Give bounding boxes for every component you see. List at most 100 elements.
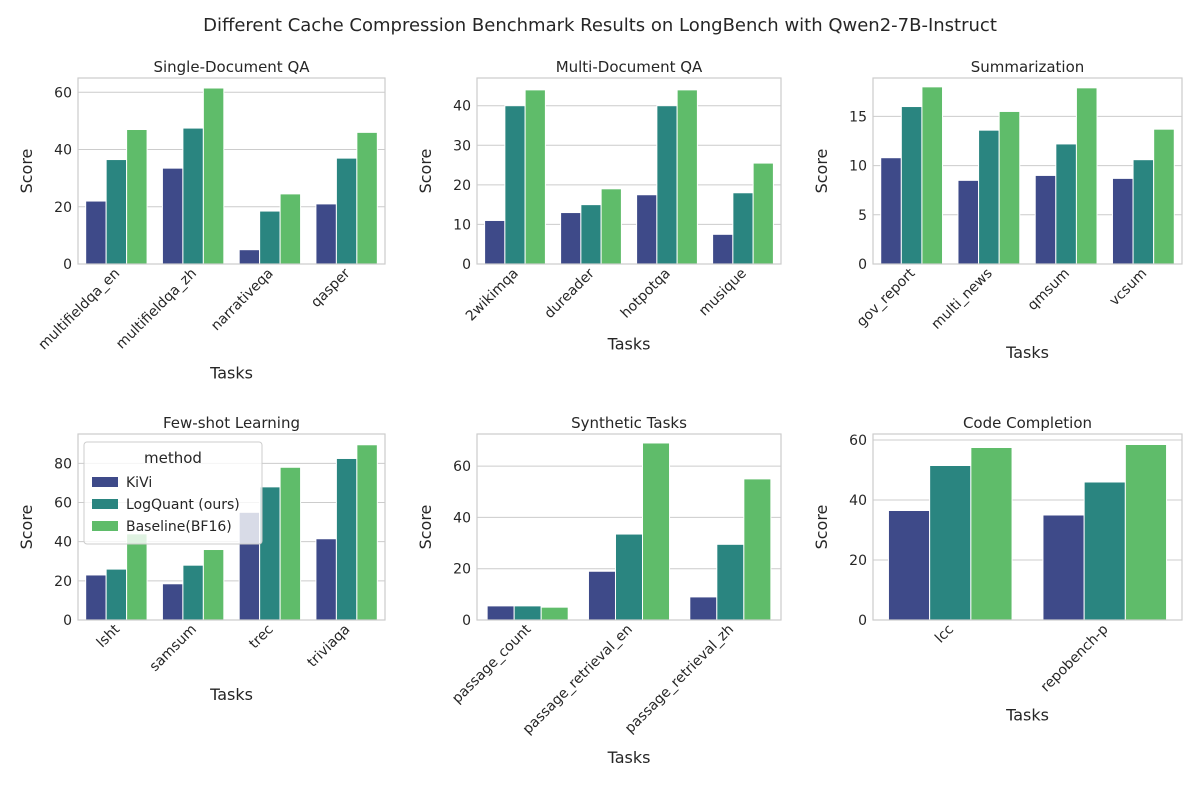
- x-tick-label: vcsum: [1107, 266, 1151, 310]
- y-tick-label: 5: [858, 208, 867, 224]
- y-tick-label: 10: [453, 217, 471, 233]
- bar-kivi-triviaqa: [315, 538, 337, 621]
- y-tick-label: 60: [849, 433, 867, 449]
- bar-baseline-bf16-passage-retrieval-zh: [743, 478, 772, 621]
- bar-baseline-bf16-gov-report: [921, 86, 944, 265]
- bar-kivi-repobench-p: [1042, 514, 1085, 621]
- x-tick-label: musique: [696, 266, 750, 320]
- legend-swatch-logquant-ours: [92, 499, 118, 509]
- axes-frame: [872, 433, 1183, 621]
- bar-logquant-ours-narrativeqa: [259, 210, 281, 265]
- panel-title: Few-shot Learning: [163, 414, 300, 432]
- y-axis-label: Score: [416, 505, 435, 550]
- y-tick-label: 0: [858, 613, 867, 629]
- y-tick-label: 40: [453, 510, 471, 526]
- bar-kivi-passage-count: [486, 605, 515, 621]
- bar-kivi-narrativeqa: [238, 249, 261, 265]
- bar-baseline-bf16-multifieldqa-zh: [202, 87, 225, 265]
- bar-baseline-bf16-qasper: [356, 131, 378, 265]
- y-tick-label: 20: [54, 574, 72, 590]
- bar-kivi-lcc: [887, 510, 931, 621]
- legend-entry-kivi: KiVi: [126, 475, 152, 491]
- bar-kivi-musique: [712, 233, 734, 265]
- y-tick-label: 0: [462, 613, 471, 629]
- bar-logquant-ours-passage-retrieval-zh: [716, 543, 745, 621]
- bar-kivi-passage-retrieval-zh: [689, 596, 718, 621]
- bar-kivi-multifieldqa-en: [85, 200, 107, 265]
- bar-kivi-passage-retrieval-en: [587, 570, 616, 621]
- bar-baseline-bf16-passage-retrieval-en: [642, 442, 671, 621]
- bar-kivi-samsum: [161, 583, 184, 621]
- bar-logquant-ours-qasper: [335, 157, 358, 265]
- y-tick-label: 40: [453, 99, 471, 115]
- bar-logquant-ours-passage-count: [513, 605, 542, 621]
- y-tick-label: 15: [849, 109, 867, 125]
- x-tick-label: passage_count: [449, 621, 535, 707]
- bar-logquant-ours-triviaqa: [335, 457, 358, 621]
- x-tick-label: samsum: [147, 622, 200, 675]
- y-tick-label: 20: [849, 553, 867, 569]
- bar-kivi-qmsum: [1034, 174, 1057, 265]
- y-axis-label: Score: [17, 149, 36, 194]
- bar-kivi-gov-report: [880, 157, 902, 265]
- x-tick-label: lcc: [932, 622, 957, 647]
- y-tick-label: 0: [858, 257, 867, 273]
- panel-title: Synthetic Tasks: [571, 414, 687, 432]
- y-axis-label: Score: [812, 149, 831, 194]
- x-axis-label: Tasks: [1005, 343, 1049, 362]
- bar-logquant-ours-vcsum: [1132, 159, 1155, 265]
- bar-logquant-ours-lcc: [929, 465, 972, 621]
- legend-title: method: [144, 449, 202, 467]
- y-tick-label: 60: [453, 459, 471, 475]
- bar-baseline-bf16-hotpotqa: [676, 89, 698, 265]
- y-tick-label: 20: [54, 200, 72, 216]
- panel-few-shot-learning: 0 20 40 60 80 lsht samsum trec triviaqa Few-shot …: [17, 414, 386, 704]
- x-tick-label: narrativeqa: [208, 266, 277, 335]
- bar-baseline-bf16-musique: [752, 162, 774, 265]
- bar-logquant-ours-multifieldqa-zh: [182, 127, 204, 265]
- x-tick-label: gov_report: [854, 265, 919, 330]
- x-tick-label: qasper: [308, 265, 353, 310]
- bar-logquant-ours-hotpotqa: [656, 105, 678, 265]
- bar-logquant-ours-repobench-p: [1083, 481, 1126, 621]
- x-axis-label: Tasks: [1005, 706, 1049, 725]
- legend-swatch-baseline-bf16: [92, 521, 118, 531]
- bar-baseline-bf16-triviaqa: [356, 444, 378, 621]
- y-tick-label: 60: [54, 85, 72, 101]
- panel-code-completion: 0 20 40 60 lcc repobench-p Code Completion Task…: [812, 414, 1183, 725]
- bar-baseline-bf16-2wikimqa: [524, 89, 546, 265]
- x-axis-label: Tasks: [607, 748, 651, 767]
- x-tick-label: multifieldqa_en: [36, 266, 124, 354]
- bar-kivi-lsht: [85, 574, 107, 621]
- x-axis-label: Tasks: [209, 363, 253, 382]
- bar-baseline-bf16-samsum: [202, 549, 225, 621]
- x-tick-label: multi_news: [929, 266, 996, 333]
- bar-logquant-ours-gov-report: [900, 106, 923, 265]
- bar-baseline-bf16-multi-news: [998, 110, 1021, 265]
- bar-baseline-bf16-multifieldqa-en: [126, 129, 148, 265]
- y-tick-label: 0: [63, 613, 72, 629]
- panel-title: Summarization: [971, 58, 1085, 76]
- bar-baseline-bf16-trec: [279, 466, 302, 621]
- bar-kivi-hotpotqa: [636, 194, 658, 265]
- panel-synthetic-tasks: 0 20 40 60 passage_countpassage_retrieval_en…: [416, 414, 782, 767]
- x-axis-label: Tasks: [209, 685, 253, 704]
- bar-logquant-ours-multifieldqa-en: [105, 159, 128, 265]
- bar-logquant-ours-lsht: [105, 568, 128, 621]
- x-tick-label: multifieldqa_zh: [113, 266, 200, 353]
- y-tick-label: 40: [849, 493, 867, 509]
- bar-logquant-ours-passage-retrieval-en: [614, 533, 644, 621]
- x-axis-label: Tasks: [607, 335, 651, 354]
- x-tick-label: passage_retrieval_en: [520, 622, 636, 738]
- bar-logquant-ours-2wikimqa: [504, 105, 526, 265]
- bar-logquant-ours-trec: [259, 486, 281, 621]
- axes-frame: [872, 77, 1183, 265]
- panel-title: Code Completion: [963, 414, 1092, 432]
- panel-multi-document-qa: 0 10 20 30 40 2wikimqa dureader hotpotqa musique…: [416, 58, 782, 354]
- y-tick-label: 40: [54, 143, 72, 159]
- bar-logquant-ours-musique: [732, 192, 754, 265]
- y-axis-label: Score: [17, 505, 36, 550]
- panel-summarization: 0 5 10 15 gov_report multi_news qmsum vcsum Summ…: [812, 58, 1183, 362]
